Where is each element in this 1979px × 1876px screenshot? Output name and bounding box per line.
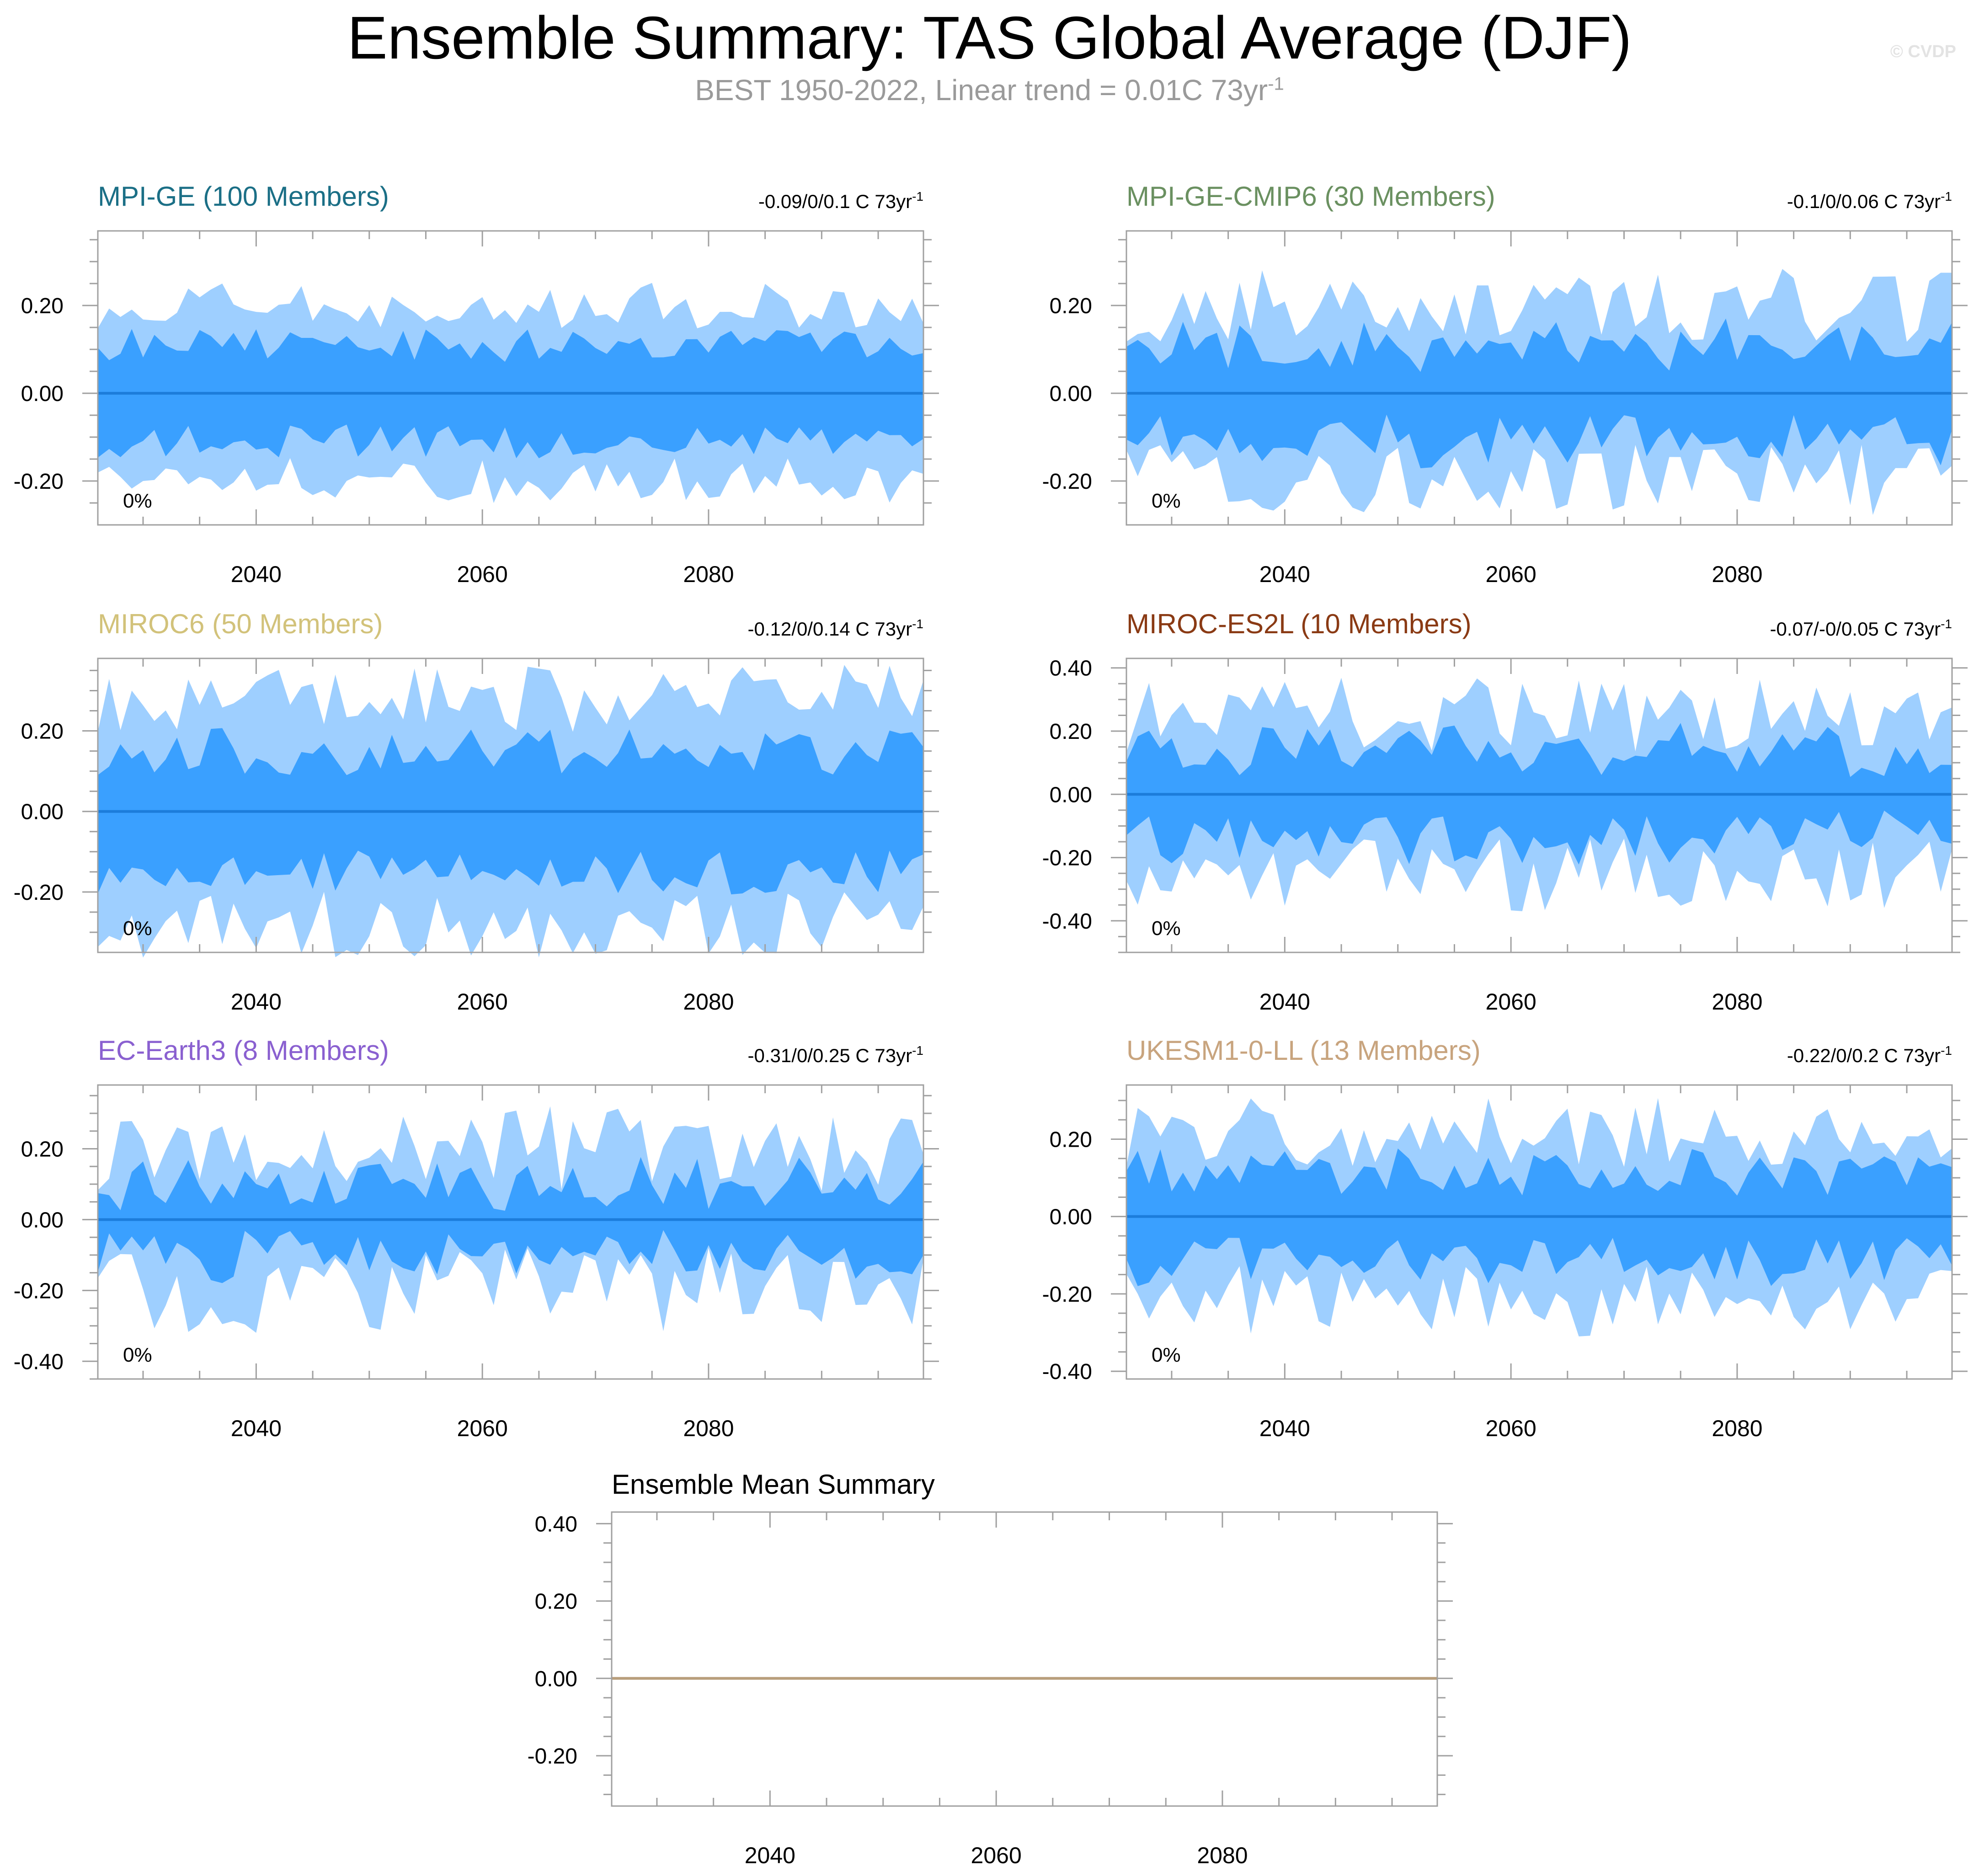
subtitle-sup: -1 <box>1268 74 1284 94</box>
panel-6: UKESM1-0-LL (13 Members) -0.22/0/0.2 C 73… <box>1042 1035 1968 1441</box>
x-tick-label: 2080 <box>683 561 734 587</box>
trend-text: -0.09/0/0.1 C 73yr <box>758 191 912 212</box>
y-tick-label: -0.40 <box>1042 909 1092 934</box>
plot-frame <box>1126 1084 1953 1380</box>
panel-title: MIROC-ES2L (10 Members) <box>1126 609 1472 639</box>
y-tick-label: 0.00 <box>21 800 64 824</box>
panel-title: MPI-GE-CMIP6 (30 Members) <box>1126 181 1495 212</box>
x-tick-label: 2040 <box>1259 989 1310 1015</box>
x-tick-label: 2060 <box>1486 561 1536 587</box>
panel-2: MPI-GE-CMIP6 (30 Members) -0.1/0/0.06 C 7… <box>1042 181 1968 587</box>
x-tick-label: 2080 <box>1712 1416 1762 1441</box>
trend-label: -0.22/0/0.2 C 73yr-1 <box>1787 1043 1952 1066</box>
trend-label: -0.31/0/0.25 C 73yr-1 <box>748 1043 923 1066</box>
page-title: Ensemble Summary: TAS Global Average (DJ… <box>347 4 1632 71</box>
percent-label: 0% <box>123 1344 152 1366</box>
panel-title: MIROC6 (50 Members) <box>98 609 383 639</box>
x-tick-label: 2040 <box>231 1416 282 1441</box>
y-tick-label: 0.00 <box>535 1667 577 1691</box>
y-tick-label: 0.00 <box>1050 1205 1092 1229</box>
trend-sup: -1 <box>912 189 923 203</box>
x-tick-label: 2080 <box>1712 989 1762 1015</box>
trend-sup: -1 <box>1941 189 1952 203</box>
panel-title: MPI-GE (100 Members) <box>98 181 389 212</box>
x-tick-label: 2040 <box>231 561 282 587</box>
subtitle-text: BEST 1950-2022, Linear trend = 0.01C 73y… <box>695 74 1268 107</box>
x-tick-label: 2060 <box>457 1416 508 1441</box>
plot-frame <box>1126 657 1953 953</box>
page-subtitle: BEST 1950-2022, Linear trend = 0.01C 73y… <box>0 73 1979 107</box>
panel-4: MIROC-ES2L (10 Members) -0.07/-0/0.05 C 7… <box>1042 609 1968 1015</box>
panel-title: UKESM1-0-LL (13 Members) <box>1126 1035 1481 1066</box>
trend-text: -0.07/-0/0.05 C 73yr <box>1770 618 1941 640</box>
y-tick-label: 0.40 <box>535 1512 577 1536</box>
y-tick-label: 0.20 <box>21 1137 64 1161</box>
trend-label: -0.07/-0/0.05 C 73yr-1 <box>1770 617 1952 640</box>
percent-label: 0% <box>1152 1344 1181 1366</box>
x-tick-label: 2060 <box>1486 1416 1536 1441</box>
watermark-logo: © CVDP <box>1890 42 1956 61</box>
y-tick-label: -0.20 <box>1042 470 1092 494</box>
trend-sup: -1 <box>912 617 923 631</box>
percent-label: 0% <box>123 490 152 512</box>
y-tick-label: 0.40 <box>1050 657 1092 681</box>
y-tick-label: -0.20 <box>14 470 64 494</box>
trend-sup: -1 <box>1941 1043 1952 1058</box>
panel-3: MIROC6 (50 Members) -0.12/0/0.14 C 73yr-1… <box>14 609 939 1015</box>
panel-title: Ensemble Mean Summary <box>612 1469 935 1500</box>
percent-label: 0% <box>123 917 152 940</box>
trend-sup: -1 <box>1941 617 1952 631</box>
trend-label: -0.1/0/0.06 C 73yr-1 <box>1787 189 1952 212</box>
y-tick-label: 0.20 <box>21 720 64 744</box>
trend-text: -0.1/0/0.06 C 73yr <box>1787 191 1941 212</box>
y-tick-label: -0.20 <box>1042 846 1092 871</box>
panel-1: MPI-GE (100 Members) -0.09/0/0.1 C 73yr-1… <box>14 181 939 587</box>
x-tick-label: 2080 <box>683 1416 734 1441</box>
plot-frame <box>1126 230 1953 526</box>
y-tick-label: 0.20 <box>1050 720 1092 744</box>
y-tick-label: -0.40 <box>14 1350 64 1374</box>
percent-label: 0% <box>1152 917 1181 940</box>
x-tick-label: 2040 <box>745 1843 795 1868</box>
y-tick-label: 0.20 <box>21 294 64 318</box>
x-tick-label: 2080 <box>1197 1843 1248 1868</box>
y-tick-label: 0.00 <box>21 1208 64 1232</box>
trend-label: -0.09/0/0.1 C 73yr-1 <box>758 189 923 212</box>
trend-sup: -1 <box>912 1043 923 1058</box>
y-tick-label: 0.20 <box>535 1590 577 1614</box>
plot-frame <box>97 1084 924 1380</box>
y-tick-label: -0.40 <box>1042 1360 1092 1384</box>
percent-label: 0% <box>1152 490 1181 512</box>
x-tick-label: 2040 <box>1259 561 1310 587</box>
x-tick-label: 2060 <box>457 561 508 587</box>
trend-label: -0.12/0/0.14 C 73yr-1 <box>748 617 923 640</box>
panel-5: EC-Earth3 (8 Members) -0.31/0/0.25 C 73yr… <box>14 1035 939 1441</box>
trend-text: -0.22/0/0.2 C 73yr <box>1787 1045 1941 1066</box>
y-tick-label: -0.20 <box>1042 1283 1092 1307</box>
y-tick-label: 0.00 <box>1050 382 1092 406</box>
x-tick-label: 2040 <box>231 989 282 1015</box>
x-tick-label: 2080 <box>1712 561 1762 587</box>
x-tick-label: 2080 <box>683 989 734 1015</box>
plot-frame <box>97 230 924 526</box>
y-tick-label: 0.00 <box>21 382 64 406</box>
y-tick-label: -0.20 <box>528 1744 577 1769</box>
panel-title: EC-Earth3 (8 Members) <box>98 1035 389 1066</box>
x-tick-label: 2060 <box>1486 989 1536 1015</box>
x-tick-label: 2060 <box>457 989 508 1015</box>
plot-frame <box>611 1511 1438 1807</box>
x-tick-label: 2060 <box>971 1843 1022 1868</box>
y-tick-label: 0.00 <box>1050 783 1092 807</box>
y-tick-label: -0.20 <box>14 881 64 905</box>
y-tick-label: 0.20 <box>1050 294 1092 318</box>
panel-7: Ensemble Mean Summary 2040 2060 2080 -0.20 0.… <box>528 1469 1453 1868</box>
plot-frame <box>97 657 924 953</box>
x-tick-label: 2040 <box>1259 1416 1310 1441</box>
y-tick-label: 0.20 <box>1050 1128 1092 1152</box>
trend-text: -0.31/0/0.25 C 73yr <box>748 1045 912 1066</box>
y-tick-label: -0.20 <box>14 1279 64 1303</box>
trend-text: -0.12/0/0.14 C 73yr <box>748 618 912 640</box>
